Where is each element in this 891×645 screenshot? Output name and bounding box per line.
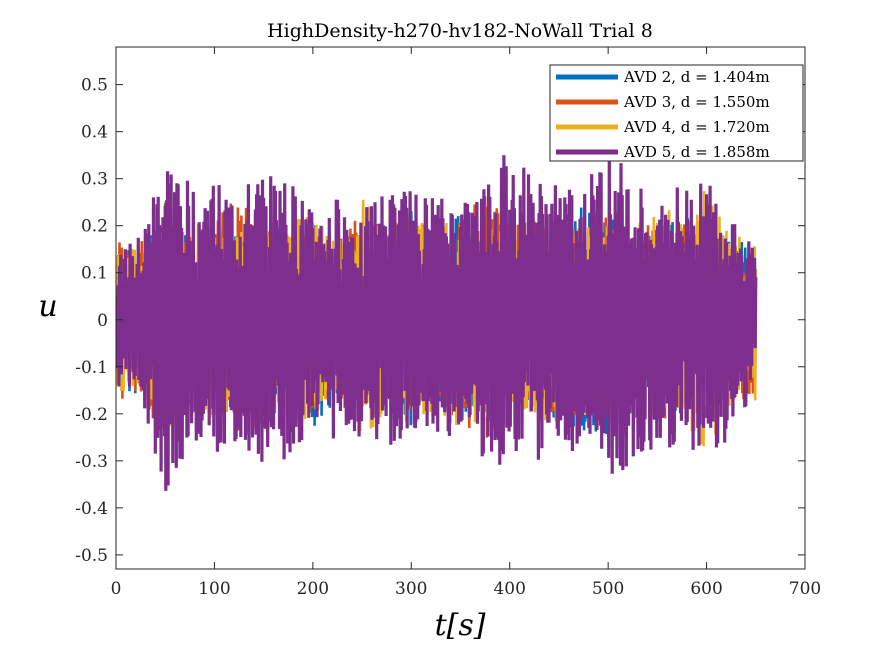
x-axis-label: t[s] — [435, 608, 486, 643]
y-tick-label: 0.4 — [81, 123, 108, 143]
y-axis: -0.5 -0.4 -0.3 -0.2 -0.1 0 0.1 0.2 0.3 0.4 0.5 — [75, 76, 805, 566]
legend-entry-label: AVD 2, d = 1.404m — [623, 68, 770, 86]
y-tick-label: 0 — [97, 311, 108, 331]
plot-frame — [115, 46, 806, 570]
legend-entry-label: AVD 3, d = 1.550m — [623, 93, 770, 111]
series-layer — [116, 150, 758, 491]
x-tick-label: 700 — [789, 579, 821, 599]
x-tick-label: 300 — [395, 579, 427, 599]
x-tick-label: 100 — [198, 579, 230, 599]
y-tick-label: -0.2 — [75, 405, 108, 425]
y-tick-label: 0.2 — [81, 217, 108, 237]
y-tick-label: 0.1 — [81, 264, 108, 284]
y-tick-label: -0.4 — [75, 499, 108, 519]
y-tick-label: -0.3 — [75, 452, 108, 472]
y-tick-label: -0.1 — [75, 358, 108, 378]
x-tick-label: 200 — [297, 579, 329, 599]
x-tick-label: 400 — [493, 579, 525, 599]
y-tick-label: -0.5 — [75, 546, 108, 566]
series-line — [116, 150, 758, 491]
legend: AVD 2, d = 1.404m AVD 3, d = 1.550m AVD 4,… — [549, 64, 804, 162]
legend-entry-label: AVD 4, d = 1.720m — [623, 118, 770, 136]
y-tick-label: 0.5 — [81, 76, 108, 96]
x-axis: 0 100 200 300 400 500 600 700 — [111, 47, 821, 599]
x-tick-label: 500 — [592, 579, 624, 599]
chart-title: HighDensity-h270-hv182-NoWall Trial 8 — [267, 20, 653, 42]
legend-box — [549, 64, 804, 162]
legend-entry-label: AVD 5, d = 1.858m — [623, 143, 770, 161]
y-tick-label: 0.3 — [81, 170, 108, 190]
y-axis-label: u — [38, 289, 57, 324]
x-tick-label: 0 — [111, 579, 122, 599]
x-tick-label: 600 — [690, 579, 722, 599]
